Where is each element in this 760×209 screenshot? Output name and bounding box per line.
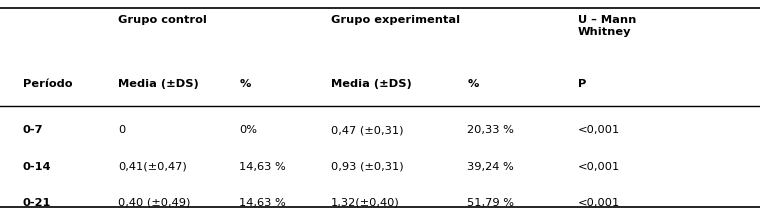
Text: 0-14: 0-14 (23, 162, 51, 172)
Text: 0,47 (±0,31): 0,47 (±0,31) (331, 125, 403, 135)
Text: 20,33 %: 20,33 % (467, 125, 515, 135)
Text: 0,41(±0,47): 0,41(±0,47) (118, 162, 186, 172)
Text: 0: 0 (118, 125, 125, 135)
Text: <0,001: <0,001 (578, 198, 620, 208)
Text: %: % (467, 79, 479, 89)
Text: 0-7: 0-7 (23, 125, 43, 135)
Text: 0,40 (±0,49): 0,40 (±0,49) (118, 198, 190, 208)
Text: P: P (578, 79, 586, 89)
Text: 0,93 (±0,31): 0,93 (±0,31) (331, 162, 404, 172)
Text: 1,32(±0,40): 1,32(±0,40) (331, 198, 399, 208)
Text: 14,63 %: 14,63 % (239, 198, 287, 208)
Text: U – Mann
Whitney: U – Mann Whitney (578, 15, 636, 37)
Text: 0-21: 0-21 (23, 198, 51, 208)
Text: Media (±DS): Media (±DS) (331, 79, 411, 89)
Text: %: % (239, 79, 251, 89)
Text: Media (±DS): Media (±DS) (118, 79, 198, 89)
Text: Período: Período (23, 79, 72, 89)
Text: <0,001: <0,001 (578, 125, 620, 135)
Text: <0,001: <0,001 (578, 162, 620, 172)
Text: 39,24 %: 39,24 % (467, 162, 515, 172)
Text: 14,63 %: 14,63 % (239, 162, 287, 172)
Text: 0%: 0% (239, 125, 258, 135)
Text: 51,79 %: 51,79 % (467, 198, 515, 208)
Text: Grupo experimental: Grupo experimental (331, 15, 460, 25)
Text: Grupo control: Grupo control (118, 15, 207, 25)
